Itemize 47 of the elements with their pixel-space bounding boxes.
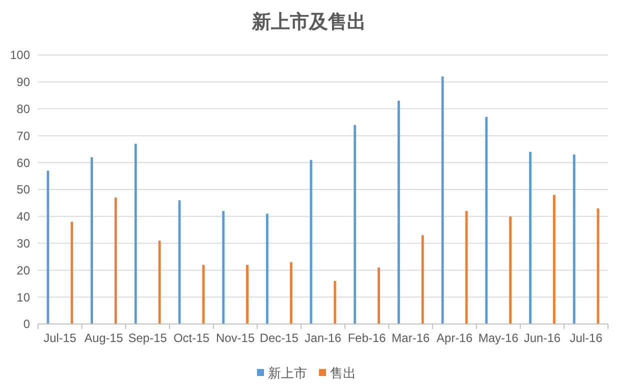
x-tick-label: Sep-15 [128, 331, 168, 345]
y-tick-label: 40 [16, 210, 30, 224]
bar [222, 211, 225, 324]
x-tick-label: Jul-15 [44, 331, 77, 345]
bar [354, 124, 356, 324]
bar [572, 154, 576, 324]
bar [378, 268, 380, 324]
x-tick-label: Mar-16 [392, 331, 430, 345]
bar [529, 152, 532, 324]
legend-label: 售出 [330, 366, 356, 381]
bar [509, 216, 512, 324]
bar [421, 235, 424, 324]
x-tick-label: Jan-16 [304, 331, 342, 345]
y-tick-label: 100 [10, 48, 30, 62]
bar [134, 144, 137, 324]
bar [246, 264, 248, 324]
x-tick-label: May-16 [478, 331, 519, 345]
bar [441, 76, 444, 324]
x-tick-label: Jun-16 [524, 331, 561, 345]
bar [202, 264, 205, 324]
bar [398, 100, 400, 324]
x-tick-label: Oct-15 [173, 331, 210, 345]
y-tick-label: 80 [16, 102, 30, 116]
x-tick-label: Jul-16 [570, 331, 603, 345]
legend-label: 新上市 [268, 366, 307, 381]
x-tick-label: Dec-15 [260, 331, 299, 345]
bar [552, 194, 556, 324]
y-tick-label: 50 [16, 182, 30, 197]
bar [290, 262, 292, 324]
y-tick-label: 20 [16, 263, 30, 278]
bar [70, 222, 74, 324]
bar [266, 214, 268, 324]
x-tick-label: Feb-16 [348, 331, 386, 345]
x-tick-label: Apr-16 [436, 331, 473, 345]
y-tick-label: 30 [16, 236, 30, 250]
bar [114, 198, 117, 324]
y-tick-label: 70 [16, 128, 30, 143]
y-tick-label: 60 [16, 156, 30, 170]
y-tick-label: 10 [16, 290, 30, 304]
bar [158, 240, 161, 324]
chart-title: 新上市及售出 [251, 11, 366, 33]
bar [485, 116, 488, 324]
bar [90, 157, 94, 324]
x-tick-label: Aug-15 [84, 331, 124, 345]
y-tick-label: 90 [16, 75, 30, 90]
x-tick-label: Nov-15 [216, 331, 255, 345]
y-tick-label: 0 [23, 317, 30, 332]
